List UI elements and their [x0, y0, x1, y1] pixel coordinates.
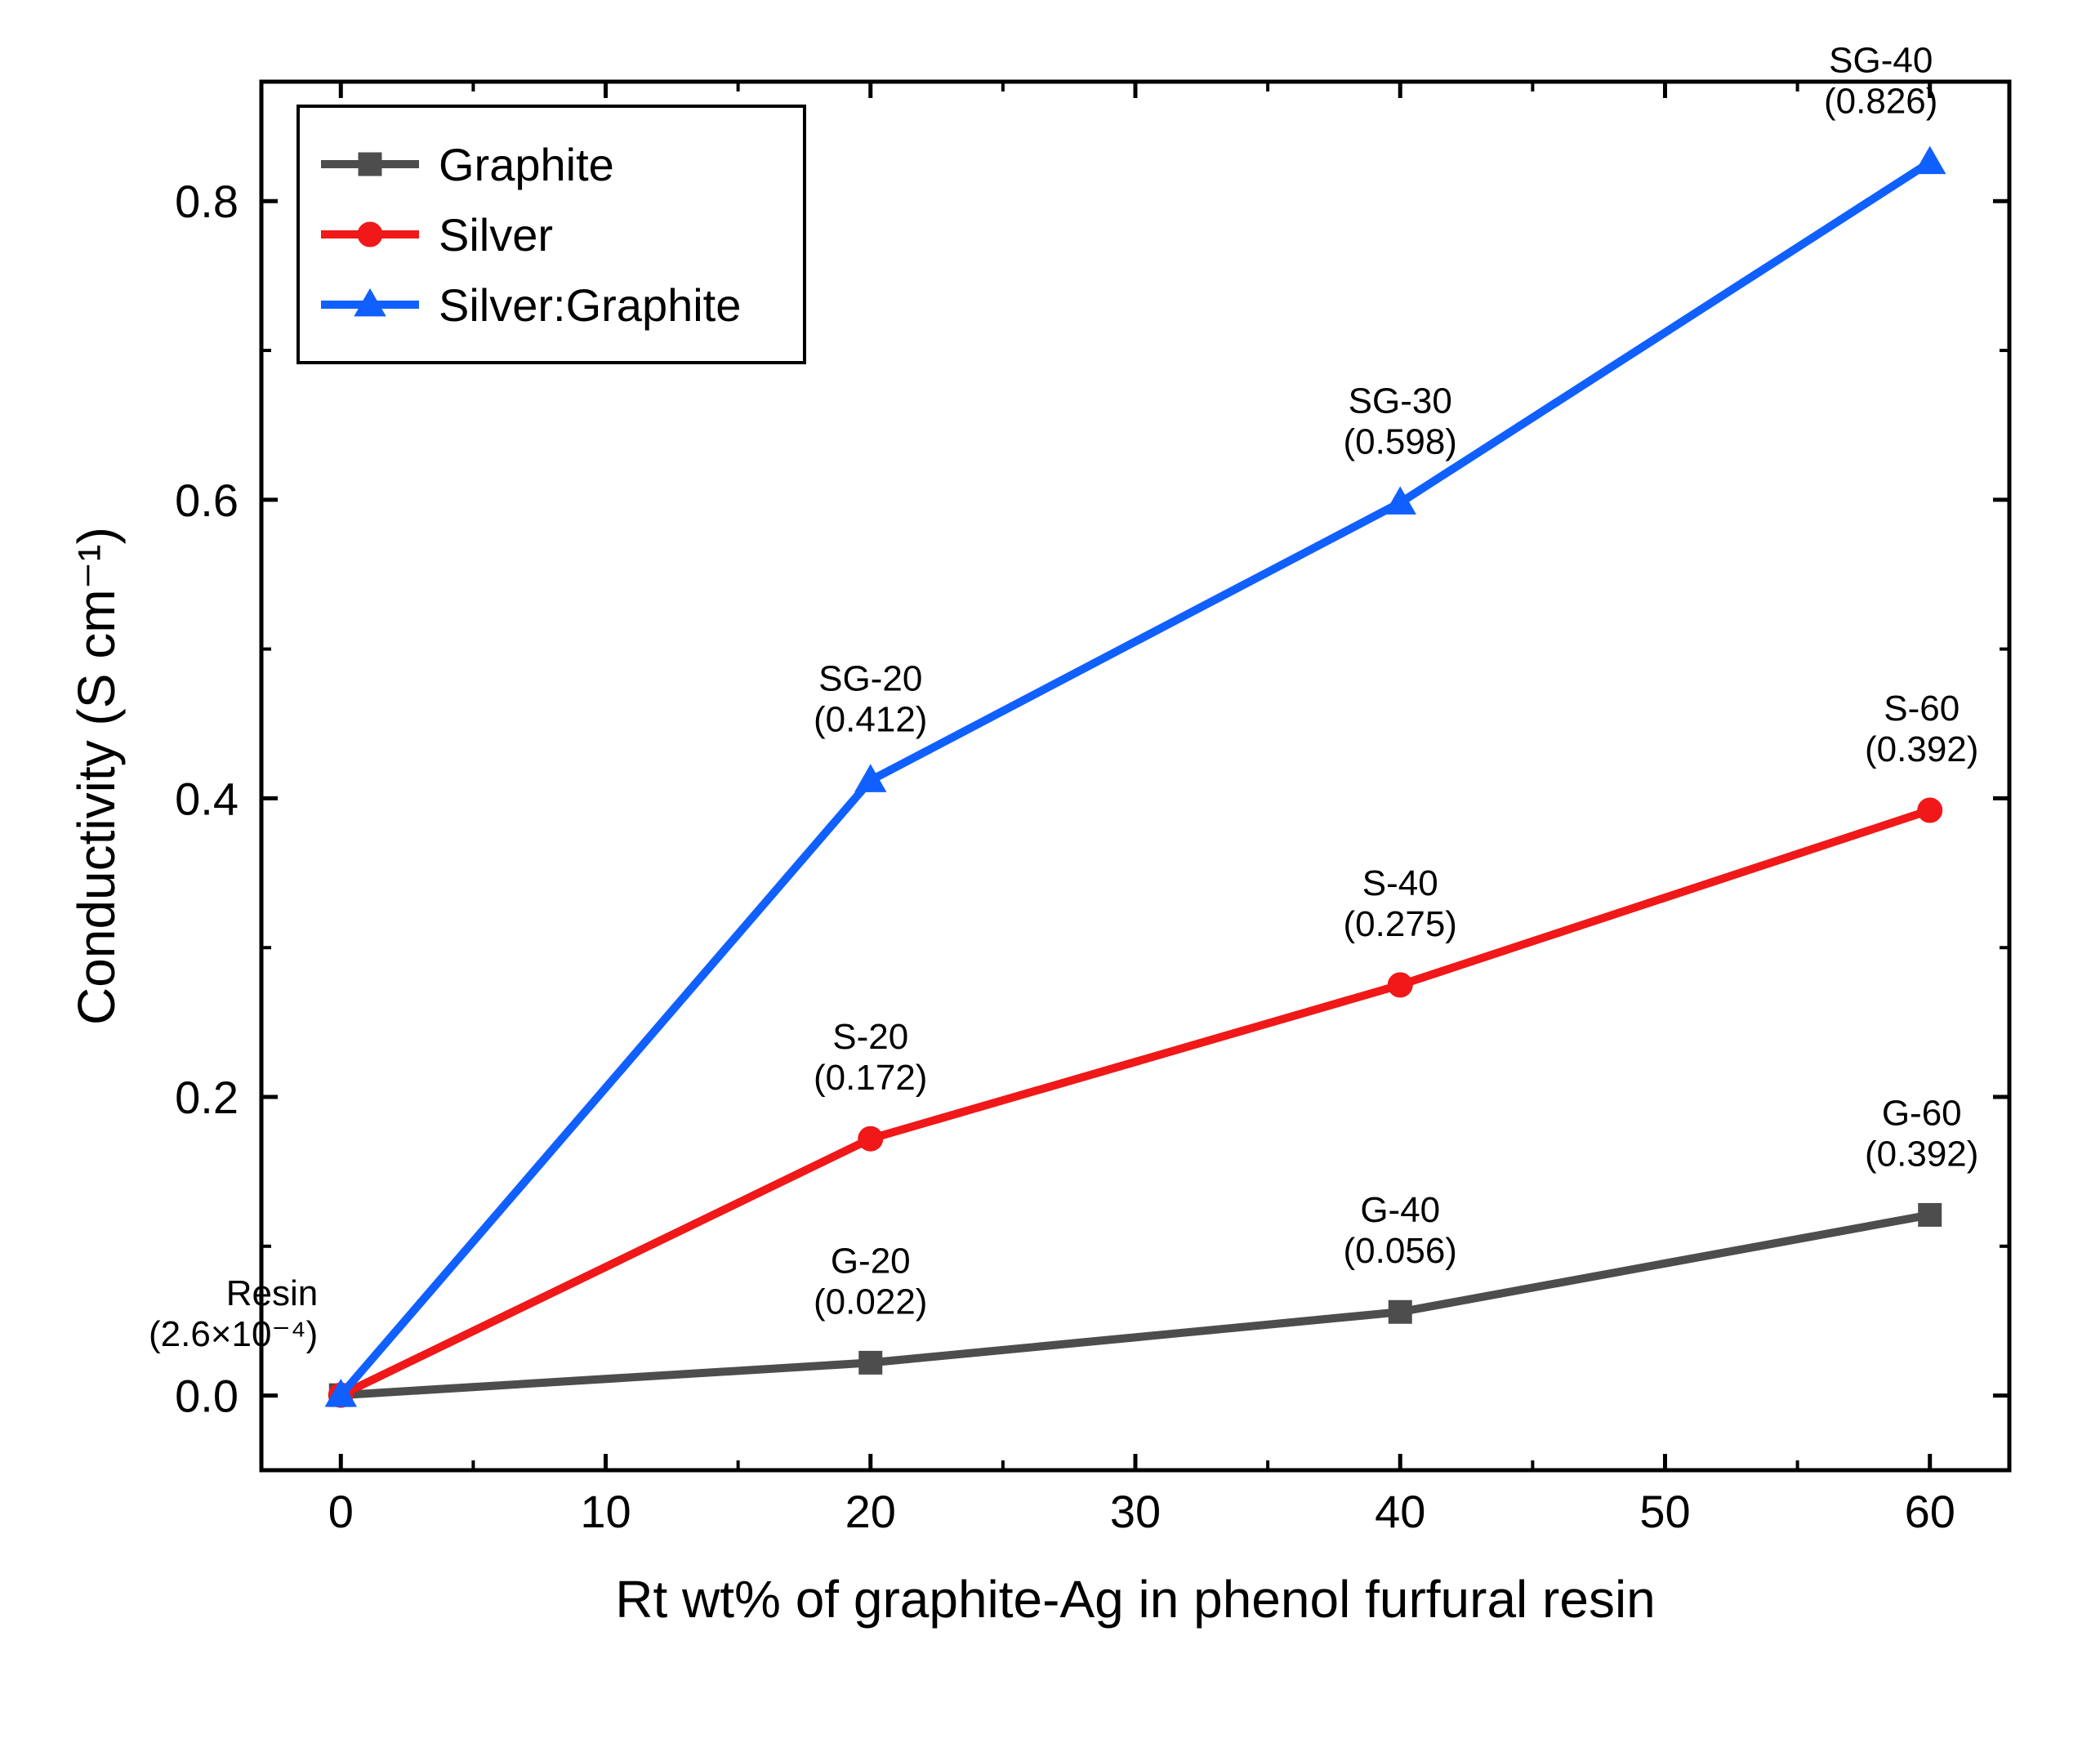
- svg-text:(0.172): (0.172): [814, 1058, 927, 1098]
- point-annotation: G-20(0.022): [814, 1241, 927, 1322]
- svg-text:(0.598): (0.598): [1344, 421, 1457, 461]
- point-annotation: G-60(0.392): [1865, 1093, 1978, 1174]
- svg-text:G-20: G-20: [831, 1241, 911, 1281]
- x-tick-label: 50: [1639, 1486, 1690, 1537]
- svg-text:SG-30: SG-30: [1349, 381, 1452, 421]
- point-annotation: SG-40(0.826): [1824, 41, 1937, 122]
- svg-text:(0.056): (0.056): [1344, 1231, 1457, 1271]
- point-annotation: SG-30(0.598): [1344, 381, 1457, 461]
- legend-label: Graphite: [439, 139, 614, 190]
- point-annotation: G-40(0.056): [1344, 1190, 1457, 1271]
- svg-text:(0.392): (0.392): [1865, 1134, 1978, 1174]
- svg-text:(2.6×10⁻⁴): (2.6×10⁻⁴): [149, 1314, 318, 1354]
- svg-text:(0.412): (0.412): [814, 699, 927, 739]
- x-tick-label: 60: [1905, 1486, 1955, 1537]
- legend-label: Silver:Graphite: [439, 279, 741, 331]
- chart-container: 0 10 20 30 40 50 60 Rt wt% of graphite-Ag in ph…: [0, 0, 2100, 1743]
- x-tick-label: 10: [580, 1486, 631, 1537]
- conductivity-chart: 0 10 20 30 40 50 60 Rt wt% of graphite-Ag in ph…: [0, 0, 2100, 1743]
- svg-text:(0.826): (0.826): [1824, 82, 1937, 122]
- svg-text:SG-40: SG-40: [1829, 41, 1933, 81]
- x-tick-label: 30: [1110, 1486, 1161, 1537]
- legend-label: Silver: [439, 209, 553, 261]
- x-tick-label: 0: [328, 1486, 354, 1537]
- svg-text:Resin: Resin: [226, 1273, 319, 1313]
- svg-text:(0.022): (0.022): [814, 1282, 927, 1322]
- svg-text:(0.275): (0.275): [1344, 904, 1457, 944]
- y-tick-label: 0.2: [175, 1072, 239, 1123]
- svg-text:G-60: G-60: [1882, 1093, 1962, 1133]
- x-axis-label: Rt wt% of graphite-Ag in phenol furfural…: [615, 1570, 1656, 1629]
- svg-text:S-20: S-20: [832, 1017, 908, 1057]
- y-tick-label: 0.0: [175, 1371, 239, 1422]
- svg-text:SG-20: SG-20: [818, 658, 922, 698]
- y-tick-label: 0.8: [175, 176, 239, 227]
- svg-text:G-40: G-40: [1360, 1190, 1440, 1230]
- svg-text:(0.392): (0.392): [1865, 729, 1978, 769]
- y-axis-label: Conductivity (S cm⁻¹): [67, 527, 126, 1025]
- svg-text:S-60: S-60: [1884, 689, 1960, 729]
- svg-text:S-40: S-40: [1362, 863, 1438, 903]
- x-tick-label: 40: [1375, 1486, 1425, 1537]
- y-tick-label: 0.6: [175, 475, 239, 526]
- y-tick-label: 0.4: [175, 773, 239, 824]
- x-tick-label: 20: [845, 1486, 896, 1537]
- point-annotation: SG-20(0.412): [814, 658, 927, 739]
